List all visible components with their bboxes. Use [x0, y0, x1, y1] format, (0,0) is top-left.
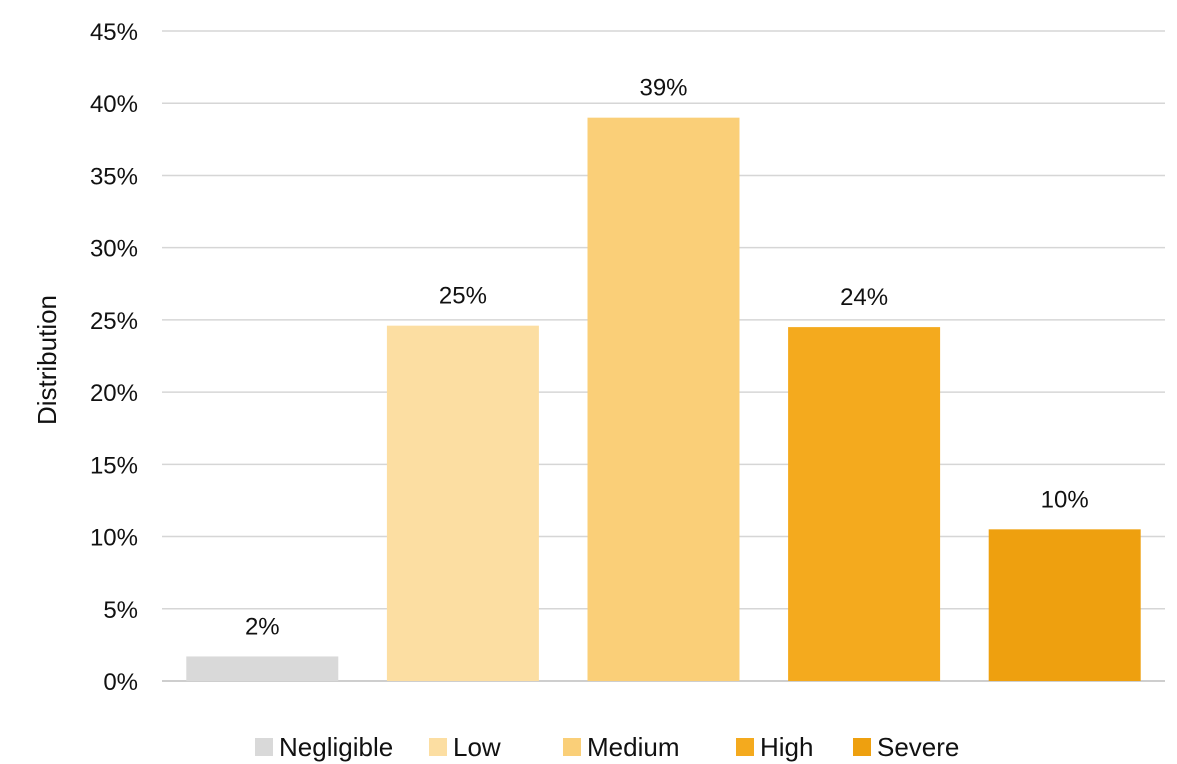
legend-item-high: High [736, 732, 813, 762]
legend-label: Negligible [279, 732, 393, 762]
legend: Negligible Low Medium High Severe [255, 732, 959, 762]
legend-item-low: Low [429, 732, 501, 762]
data-label-negligible: 2% [245, 613, 280, 640]
legend-item-negligible: Negligible [255, 732, 393, 762]
y-tick-label: 30% [90, 236, 138, 263]
legend-label: Low [453, 732, 501, 762]
bar-low [386, 325, 539, 681]
y-tick-label: 0% [103, 669, 138, 696]
y-tick-label: 40% [90, 91, 138, 118]
legend-label: Medium [587, 732, 679, 762]
bar-high [788, 327, 941, 681]
legend-swatch [563, 738, 581, 756]
legend-label: High [760, 732, 813, 762]
y-tick-label: 35% [90, 163, 138, 190]
legend-swatch [255, 738, 273, 756]
y-axis-tick-labels: 0% 5% 10% 15% 20% 25% 30% 35% 40% 45% [90, 19, 138, 696]
legend-swatch [429, 738, 447, 756]
legend-swatch [736, 738, 754, 756]
data-label-medium: 39% [639, 75, 687, 102]
bar-negligible [186, 656, 339, 681]
y-tick-label: 25% [90, 308, 138, 335]
data-label-low: 25% [439, 283, 487, 310]
y-tick-label: 45% [90, 19, 138, 46]
data-labels: 2% 25% 39% 24% 10% [245, 75, 1089, 641]
y-tick-label: 10% [90, 525, 138, 552]
data-label-severe: 10% [1041, 486, 1089, 513]
data-label-high: 24% [840, 284, 888, 311]
y-axis-title: Distribution [32, 295, 62, 425]
legend-item-medium: Medium [563, 732, 679, 762]
y-tick-label: 20% [90, 380, 138, 407]
y-tick-label: 5% [103, 597, 138, 624]
y-tick-label: 15% [90, 452, 138, 479]
legend-item-severe: Severe [853, 732, 959, 762]
bars [186, 117, 1141, 681]
legend-swatch [853, 738, 871, 756]
bar-medium [587, 117, 740, 681]
legend-label: Severe [877, 732, 959, 762]
bar-severe [988, 529, 1141, 681]
